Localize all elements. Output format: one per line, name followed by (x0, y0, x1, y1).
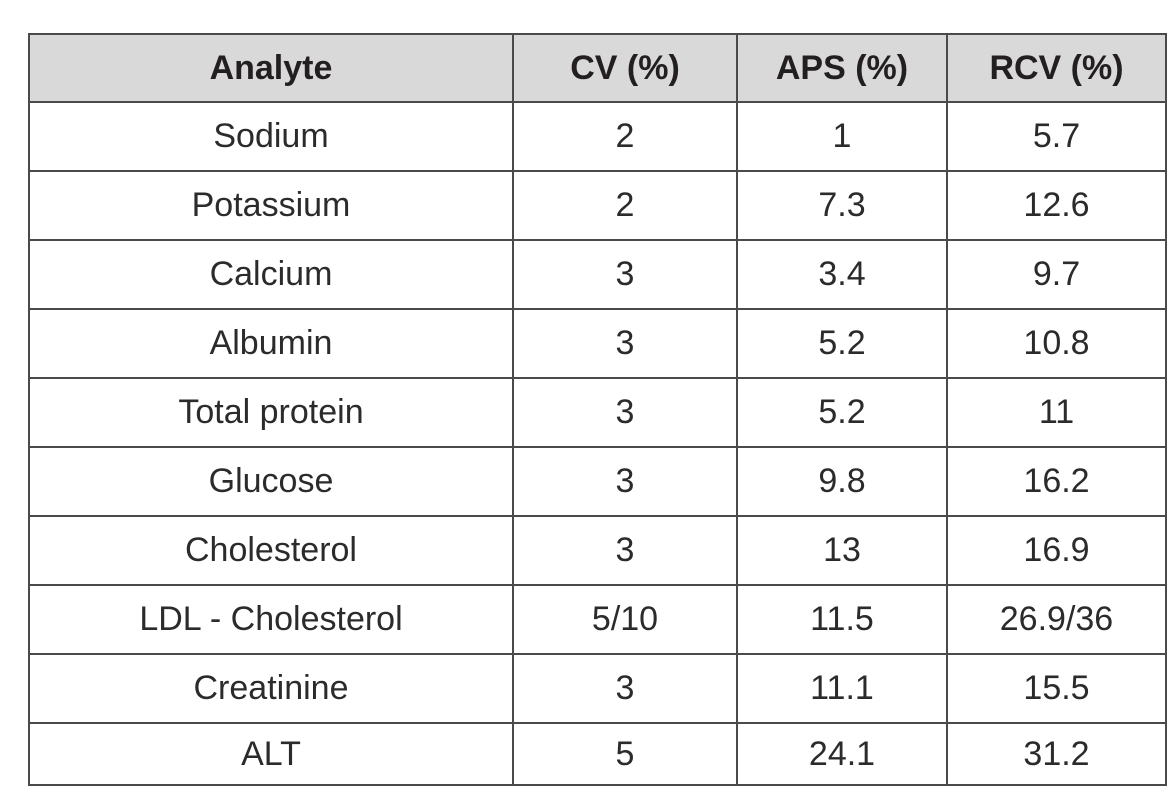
cell-aps: 11.5 (736, 584, 948, 655)
cell-cv: 3 (512, 308, 738, 379)
cell-cv: 5 (512, 722, 738, 786)
table-row: Glucose 3 9.8 16.2 (28, 446, 1167, 517)
cell-aps: 13 (736, 515, 948, 586)
header-aps: APS (%) (736, 33, 948, 103)
cell-analyte: Cholesterol (28, 515, 514, 586)
table-row: Calcium 3 3.4 9.7 (28, 239, 1167, 310)
cell-analyte: Albumin (28, 308, 514, 379)
cell-cv: 3 (512, 239, 738, 310)
table-row: Creatinine 3 11.1 15.5 (28, 653, 1167, 724)
header-rcv: RCV (%) (946, 33, 1167, 103)
header-cv: CV (%) (512, 33, 738, 103)
header-row: Analyte CV (%) APS (%) RCV (%) (28, 33, 1167, 103)
analyte-table: Analyte CV (%) APS (%) RCV (%) Sodium 2 … (28, 33, 1167, 786)
cell-rcv: 26.9/36 (946, 584, 1167, 655)
cell-rcv: 15.5 (946, 653, 1167, 724)
cell-rcv: 16.2 (946, 446, 1167, 517)
table-row: Cholesterol 3 13 16.9 (28, 515, 1167, 586)
table-row: Potassium 2 7.3 12.6 (28, 170, 1167, 241)
cell-rcv: 12.6 (946, 170, 1167, 241)
cell-aps: 7.3 (736, 170, 948, 241)
cell-cv: 3 (512, 515, 738, 586)
cell-cv: 5/10 (512, 584, 738, 655)
cell-cv: 3 (512, 377, 738, 448)
cell-cv: 3 (512, 653, 738, 724)
table-row: Sodium 2 1 5.7 (28, 101, 1167, 172)
cell-analyte: Sodium (28, 101, 514, 172)
table-row: LDL - Cholesterol 5/10 11.5 26.9/36 (28, 584, 1167, 655)
cell-rcv: 10.8 (946, 308, 1167, 379)
cell-aps: 5.2 (736, 308, 948, 379)
cell-cv: 3 (512, 446, 738, 517)
cell-aps: 11.1 (736, 653, 948, 724)
cell-rcv: 31.2 (946, 722, 1167, 786)
cell-aps: 24.1 (736, 722, 948, 786)
cell-analyte: Glucose (28, 446, 514, 517)
table-row: Total protein 3 5.2 11 (28, 377, 1167, 448)
cell-rcv: 16.9 (946, 515, 1167, 586)
cell-analyte: Total protein (28, 377, 514, 448)
cell-analyte: ALT (28, 722, 514, 786)
cell-rcv: 5.7 (946, 101, 1167, 172)
cell-cv: 2 (512, 101, 738, 172)
cell-cv: 2 (512, 170, 738, 241)
cell-analyte: LDL - Cholesterol (28, 584, 514, 655)
cell-rcv: 9.7 (946, 239, 1167, 310)
cell-aps: 5.2 (736, 377, 948, 448)
analyte-table-container: Analyte CV (%) APS (%) RCV (%) Sodium 2 … (28, 33, 1167, 786)
table-row: Albumin 3 5.2 10.8 (28, 308, 1167, 379)
cell-aps: 1 (736, 101, 948, 172)
cell-aps: 3.4 (736, 239, 948, 310)
cell-analyte: Potassium (28, 170, 514, 241)
table-row: ALT 5 24.1 31.2 (28, 722, 1167, 786)
cell-analyte: Creatinine (28, 653, 514, 724)
cell-rcv: 11 (946, 377, 1167, 448)
cell-analyte: Calcium (28, 239, 514, 310)
cell-aps: 9.8 (736, 446, 948, 517)
header-analyte: Analyte (28, 33, 514, 103)
table-header: Analyte CV (%) APS (%) RCV (%) (28, 33, 1167, 103)
table-body: Sodium 2 1 5.7 Potassium 2 7.3 12.6 Calc… (28, 101, 1167, 786)
